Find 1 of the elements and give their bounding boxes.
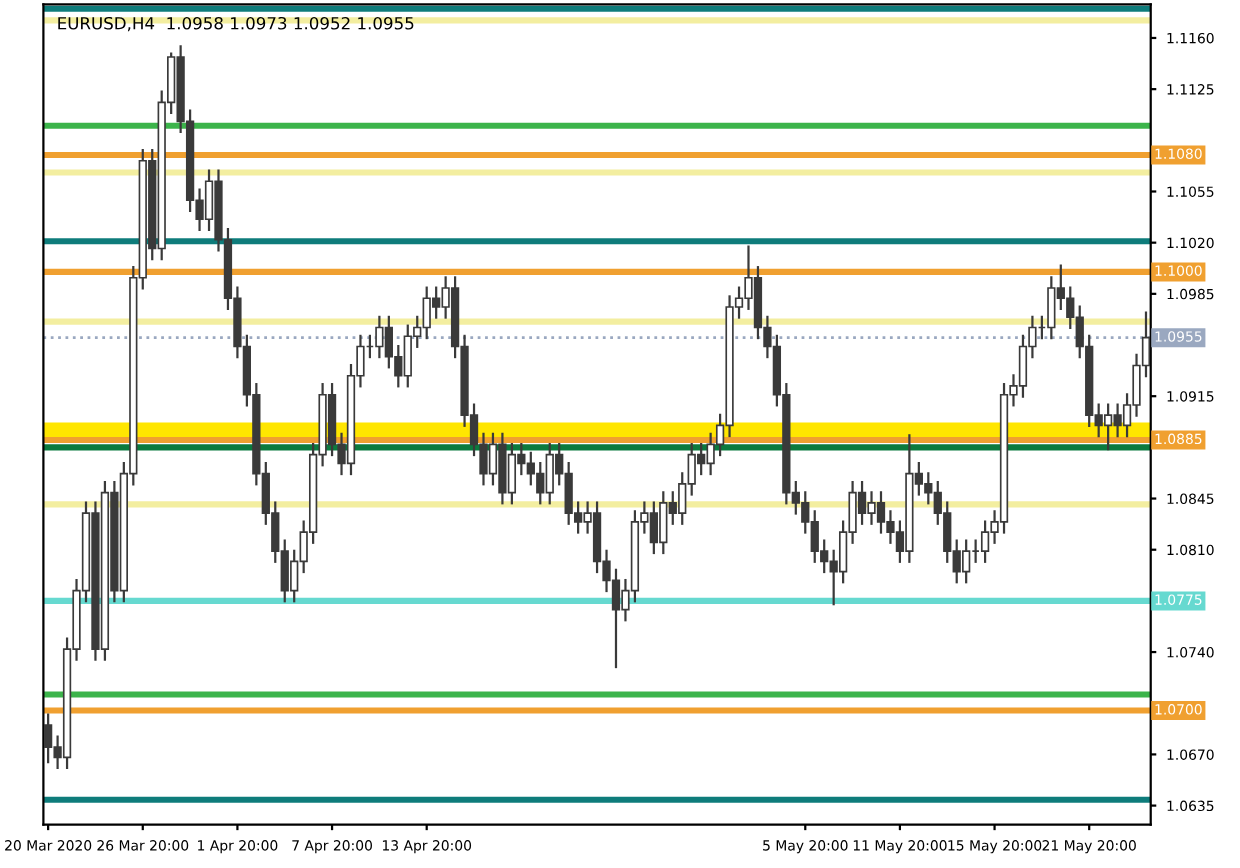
text: EURUSD,H4 1.0958 1.0973 1.0952 1.0955	[58, 16, 414, 32]
